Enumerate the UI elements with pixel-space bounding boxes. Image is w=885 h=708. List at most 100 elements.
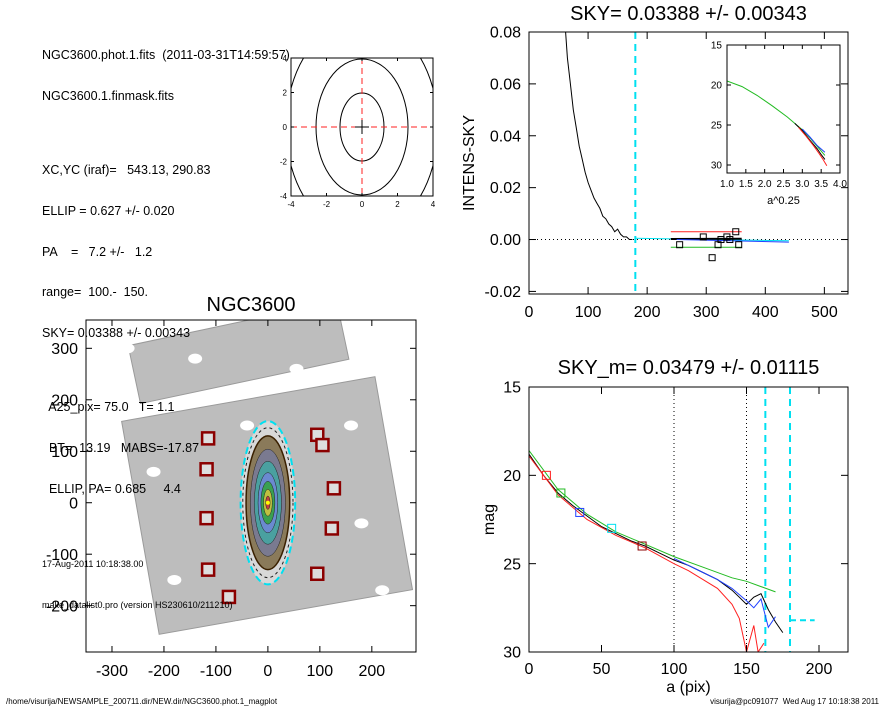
inset-x-tick-label: 1.5	[739, 179, 753, 190]
image-x-tick-label: 100	[307, 663, 334, 680]
image-mask-box	[199, 510, 214, 526]
image-mask-box	[199, 462, 214, 477]
sky-y-label: INTENS-SKY	[461, 115, 478, 211]
inset-x-tick-label: 2.0	[758, 179, 772, 190]
sky-x-tick-label: 200	[634, 304, 661, 321]
contour-y-tick-label: -4	[280, 192, 288, 201]
mag-plot-area	[529, 387, 815, 652]
inset-series-line	[801, 128, 826, 153]
image-masked-star	[229, 621, 244, 632]
contour-y-tick-label: 2	[283, 88, 288, 97]
mag-y-label: mag	[481, 504, 498, 535]
image-y-tick-label: -200	[46, 598, 78, 615]
header-line: PA = 7.2 +/- 1.2	[42, 244, 153, 259]
mag-x-tick-label: 150	[733, 661, 760, 678]
inset-series-line	[727, 80, 826, 156]
contour-x-tick-label: 4	[431, 200, 436, 209]
image-y-tick-label: 100	[51, 444, 78, 461]
mag-data-square	[637, 541, 647, 551]
contour-x-tick-label: -2	[323, 200, 331, 209]
image-masked-star	[188, 353, 203, 364]
mag-series-line	[529, 450, 776, 593]
sky-y-tick-label: 0.04	[490, 128, 521, 145]
header-info: NGC3600.phot.1.fits (2011-03-31T14:59:57…	[42, 22, 290, 625]
image-masked-star	[375, 585, 390, 596]
image-mask-box	[200, 431, 216, 446]
image-y-tick-label: 300	[51, 341, 78, 358]
header-date: 17-Aug-2011 10:18:38.00	[42, 558, 144, 569]
image-mask-box	[324, 521, 340, 536]
mag-x-tick-label: 50	[593, 661, 611, 678]
sky-data-square	[726, 236, 734, 244]
mag-data-square	[575, 507, 585, 517]
image-mask-box	[310, 566, 325, 582]
image-x-tick-label: -200	[148, 663, 180, 680]
sky-x-tick-label: 0	[525, 304, 534, 321]
inset-series-line	[798, 127, 828, 167]
inset-y-tick-label: 25	[711, 121, 723, 132]
mag-data-square	[541, 470, 551, 480]
header-line: XC,YC (iraf)= 543.13, 290.83	[42, 162, 211, 177]
sky-x-tick-label: 400	[752, 304, 779, 321]
mag-data-square	[607, 523, 617, 533]
mag-y-tick-label: 20	[503, 468, 521, 485]
image-sky-noise-strip	[127, 320, 350, 405]
image-x-tick-label: -100	[200, 663, 232, 680]
inset-x-tick-label: 3.0	[795, 179, 809, 190]
image-masked-star	[120, 343, 135, 354]
mag-x-label: a (pix)	[666, 679, 710, 696]
mag-series-line	[529, 453, 784, 633]
image-x-tick-label: 200	[358, 663, 385, 680]
inset-series-line	[794, 123, 826, 160]
image-y-tick-label: 0	[69, 495, 78, 512]
image-masked-star	[289, 363, 304, 374]
mag-frame	[528, 386, 849, 653]
header-line: SKY= 0.03388 +/- 0.00343	[42, 326, 191, 341]
contour-y-tick-label: -2	[280, 157, 288, 166]
header-line: range= 100.- 150.	[42, 285, 148, 300]
image-plot-area	[86, 320, 416, 652]
sky-data-square	[708, 254, 716, 262]
mag-y-tick-label: 25	[503, 556, 521, 573]
inset-plot-area	[727, 80, 828, 167]
sky-data-square	[735, 241, 743, 249]
sky-y-tick-label: -0.02	[485, 284, 522, 301]
mag-series-line	[673, 557, 776, 629]
header-line: NGC3600.1.finmask.fits	[42, 88, 174, 103]
image-masked-star	[240, 420, 255, 431]
sky-y-tick-label: 0.06	[490, 76, 521, 93]
inset-y-tick-label: 20	[711, 81, 723, 92]
inset-x-tick-label: 2.5	[777, 179, 791, 190]
mag-y-tick-label: 30	[503, 645, 521, 662]
inset-x-label: a^0.25	[767, 195, 800, 207]
mag-series-line	[529, 455, 765, 652]
image-dotted-ellipse	[242, 427, 294, 579]
image-nucleus	[265, 500, 270, 505]
mag-title: SKY_m= 0.03479 +/- 0.01115	[558, 357, 820, 379]
image-masked-star	[146, 466, 161, 477]
sky-plot-area	[529, 32, 848, 294]
header-line: BT= 13.19 MABS=-17.87	[42, 440, 200, 455]
image-x-tick-label: -300	[96, 663, 128, 680]
mag-y-tick-label: 15	[503, 380, 521, 397]
sky-title: SKY= 0.03388 +/- 0.00343	[570, 3, 807, 25]
mag-x-tick-label: 0	[525, 661, 534, 678]
header-line: A25_pix= 75.0 T= 1.1	[42, 400, 175, 415]
footer-user: visurija@pc091077 Wed Aug 17 10:18:38 20…	[710, 697, 879, 706]
header-line: ELLIP = 0.627 +/- 0.020	[42, 203, 175, 218]
contour-x-tick-label: 2	[395, 200, 400, 209]
sky-y-tick-label: 0.08	[490, 25, 521, 42]
image-mask-box	[315, 437, 330, 453]
image-frame	[85, 319, 417, 653]
image-masked-star	[344, 420, 359, 431]
image-masked-star	[354, 518, 369, 529]
mag-data-square	[556, 488, 566, 498]
inset-x-tick-label: 3.5	[814, 179, 828, 190]
sky-y-tick-label: 0.00	[490, 232, 521, 249]
inset-x-tick-label: 1.0	[720, 179, 734, 190]
mag-x-tick-label: 100	[661, 661, 688, 678]
sky-x-tick-label: 300	[693, 304, 720, 321]
contour-y-tick-label: 4	[283, 54, 288, 63]
contour-x-tick-label: -4	[287, 200, 295, 209]
image-mask-box	[221, 589, 237, 605]
